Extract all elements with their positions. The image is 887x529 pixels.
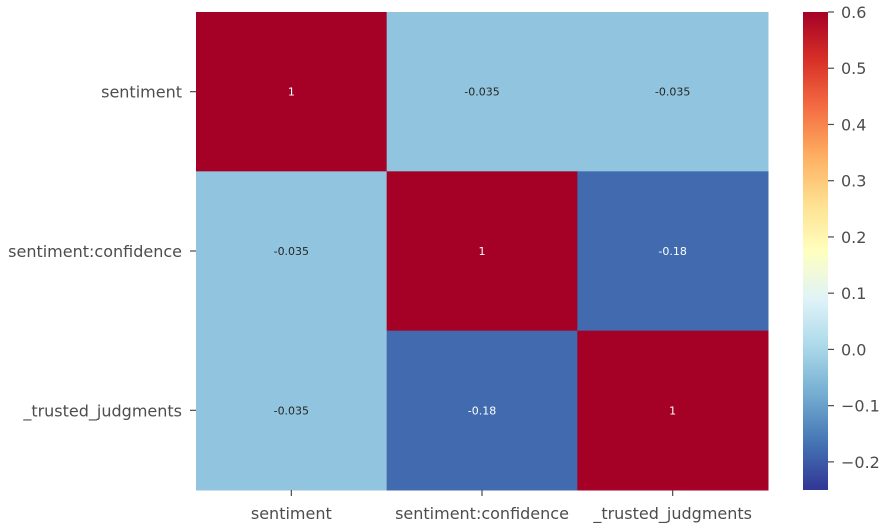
heatmap-cell-label-0-0: 1 <box>288 86 295 99</box>
heatmap-cell-label-2-0: -0.035 <box>274 404 309 417</box>
colorbar-tick-label-6: 0.4 <box>841 115 866 134</box>
x-tick-label-1: sentiment:confidence <box>395 504 569 523</box>
heatmap-cell-1-1 <box>386 171 578 332</box>
colorbar-tick-label-0: −0.2 <box>841 453 880 472</box>
x-tick-label-0: sentiment <box>251 504 332 523</box>
y-axis-tick-labels: sentiment sentiment:confidence _trusted_ju… <box>8 83 196 421</box>
y-tick-label-1: sentiment:confidence <box>8 242 182 261</box>
heatmap-cells <box>196 12 769 491</box>
heatmap-cell-label-2-2: 1 <box>669 404 676 417</box>
colorbar-tick-label-7: 0.5 <box>841 59 866 78</box>
colorbar-gradient <box>803 12 828 490</box>
colorbar-tick-label-5: 0.3 <box>841 172 866 191</box>
colorbar-tick-label-1: −0.1 <box>841 397 880 416</box>
heatmap-cell-2-2 <box>577 330 769 491</box>
colorbar-tick-label-2: 0.0 <box>841 340 866 359</box>
x-axis-tick-labels: sentiment sentiment:confidence _trusted_ju… <box>251 490 752 524</box>
colorbar-tick-label-8: 0.6 <box>841 3 866 22</box>
heatmap-cell-0-0 <box>196 12 388 172</box>
heatmap-cell-1-0 <box>196 171 388 332</box>
heatmap-cell-label-1-1: 1 <box>479 245 486 258</box>
heatmap-cell-label-1-2: -0.18 <box>658 245 686 258</box>
x-tick-label-2: _trusted_judgments <box>592 504 752 524</box>
heatmap-cell-label-1-0: -0.035 <box>274 245 309 258</box>
colorbar: −0.2 −0.1 0.0 0.1 0.2 0.3 0.4 0.5 0.6 <box>803 3 880 490</box>
y-tick-label-0: sentiment <box>101 83 182 102</box>
y-tick-label-2: _trusted_judgments <box>22 401 182 421</box>
heatmap-cell-0-2 <box>577 12 769 172</box>
heatmap-cell-1-2 <box>577 171 769 332</box>
colorbar-tick-label-3: 0.1 <box>841 284 866 303</box>
heatmap-cell-2-1 <box>386 330 578 491</box>
heatmap-cell-labels: 1 -0.035 -0.035 -0.035 1 -0.18 -0.035 -0.18 1 <box>274 86 691 418</box>
heatmap-cell-label-2-1: -0.18 <box>468 404 496 417</box>
heatmap-cell-label-0-1: -0.035 <box>464 86 499 99</box>
colorbar-tick-label-4: 0.2 <box>841 228 866 247</box>
heatmap-cell-label-0-2: -0.035 <box>655 86 690 99</box>
heatmap-cell-2-0 <box>196 330 388 491</box>
heatmap-cell-0-1 <box>386 12 578 172</box>
